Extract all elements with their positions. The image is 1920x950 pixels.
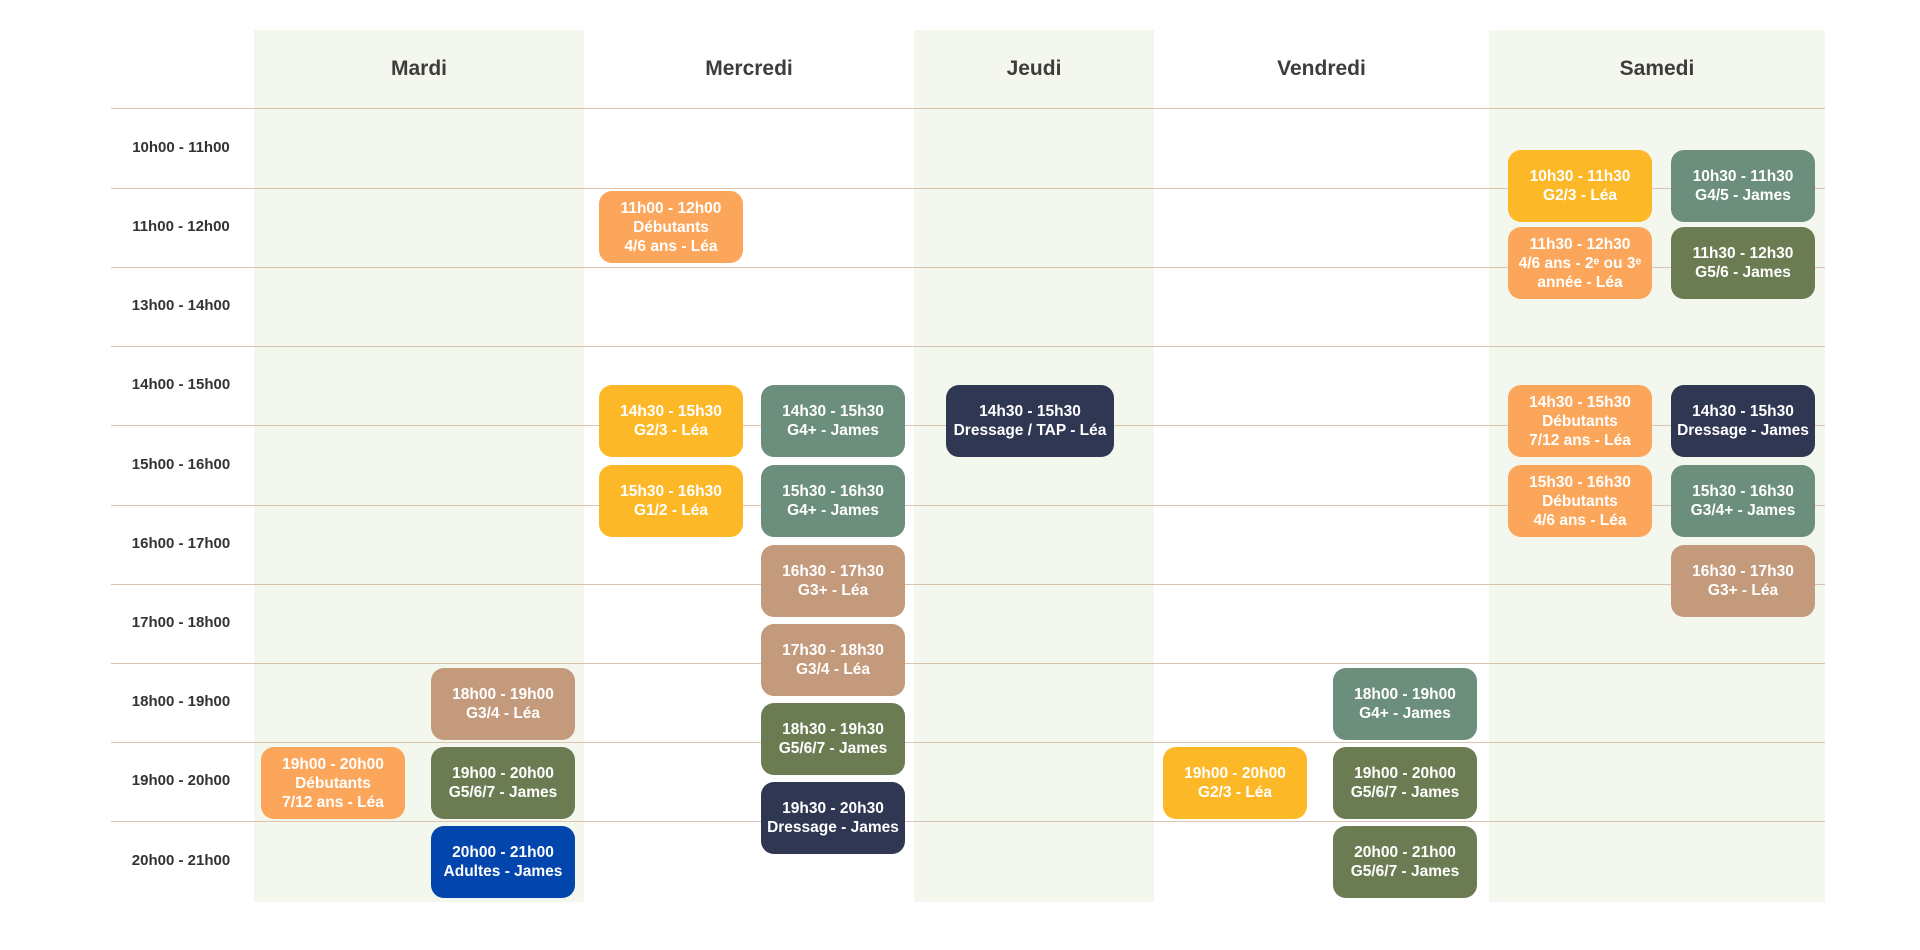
day-column-jeudi [914,30,1154,902]
class-slot[interactable]: 14h30 - 15h30 G2/3 - Léa [599,385,743,457]
grid-line [111,742,1825,743]
class-slot[interactable]: 18h00 - 19h00 G3/4 - Léa [431,668,575,740]
class-slot[interactable]: 15h30 - 16h30 Débutants 4/6 ans - Léa [1508,465,1652,537]
grid-line [111,267,1825,268]
class-slot[interactable]: 19h00 - 20h00 G5/6/7 - James [1333,747,1477,819]
grid-line [111,663,1825,664]
class-slot[interactable]: 19h30 - 20h30 Dressage - James [761,782,905,854]
class-slot[interactable]: 14h30 - 15h30 Dressage / TAP - Léa [946,385,1114,457]
class-slot[interactable]: 15h30 - 16h30 G1/2 - Léa [599,465,743,537]
time-label: 13h00 - 14h00 [131,297,231,314]
time-label: 14h00 - 15h00 [131,376,231,393]
class-slot[interactable]: 11h00 - 12h00 Débutants 4/6 ans - Léa [599,191,743,263]
class-slot[interactable]: 11h30 - 12h30 4/6 ans - 2ᵉ ou 3ᵉ année - … [1508,227,1652,299]
class-slot[interactable]: 19h00 - 20h00 Débutants 7/12 ans - Léa [261,747,405,819]
day-header-vendredi: Vendredi [1277,57,1366,80]
class-slot[interactable]: 16h30 - 17h30 G3+ - Léa [1671,545,1815,617]
class-slot[interactable]: 14h30 - 15h30 Débutants 7/12 ans - Léa [1508,385,1652,457]
time-label: 11h00 - 12h00 [132,218,230,235]
grid-line [111,346,1825,347]
grid-line [111,188,1825,189]
class-slot[interactable]: 11h30 - 12h30 G5/6 - James [1671,227,1815,299]
time-label: 17h00 - 18h00 [131,614,231,631]
grid-line [111,584,1825,585]
time-label: 10h00 - 11h00 [132,139,230,156]
class-slot[interactable]: 19h00 - 20h00 G5/6/7 - James [431,747,575,819]
class-slot[interactable]: 14h30 - 15h30 G4+ - James [761,385,905,457]
day-header-mardi: Mardi [390,57,447,80]
day-header-samedi: Samedi [1619,57,1695,80]
time-label: 19h00 - 20h00 [131,772,231,789]
class-slot[interactable]: 18h00 - 19h00 G4+ - James [1333,668,1477,740]
class-slot[interactable]: 20h00 - 21h00 G5/6/7 - James [1333,826,1477,898]
time-label: 16h00 - 17h00 [131,535,231,552]
day-header-mercredi: Mercredi [705,57,793,80]
class-slot[interactable]: 15h30 - 16h30 G4+ - James [761,465,905,537]
time-label: 18h00 - 19h00 [131,693,231,710]
class-slot[interactable]: 18h30 - 19h30 G5/6/7 - James [761,703,905,775]
class-slot[interactable]: 17h30 - 18h30 G3/4 - Léa [761,624,905,696]
grid-line [111,108,1825,109]
class-slot[interactable]: 15h30 - 16h30 G3/4+ - James [1671,465,1815,537]
class-slot[interactable]: 20h00 - 21h00 Adultes - James [431,826,575,898]
class-slot[interactable]: 10h30 - 11h30 G2/3 - Léa [1508,150,1652,222]
class-slot[interactable]: 14h30 - 15h30 Dressage - James [1671,385,1815,457]
time-label: 15h00 - 16h00 [131,456,231,473]
class-slot[interactable]: 19h00 - 20h00 G2/3 - Léa [1163,747,1307,819]
class-slot[interactable]: 16h30 - 17h30 G3+ - Léa [761,545,905,617]
grid-line [111,821,1825,822]
grid-line [111,505,1825,506]
time-label: 20h00 - 21h00 [131,852,231,869]
class-slot[interactable]: 10h30 - 11h30 G4/5 - James [1671,150,1815,222]
day-header-jeudi: Jeudi [1006,57,1062,80]
